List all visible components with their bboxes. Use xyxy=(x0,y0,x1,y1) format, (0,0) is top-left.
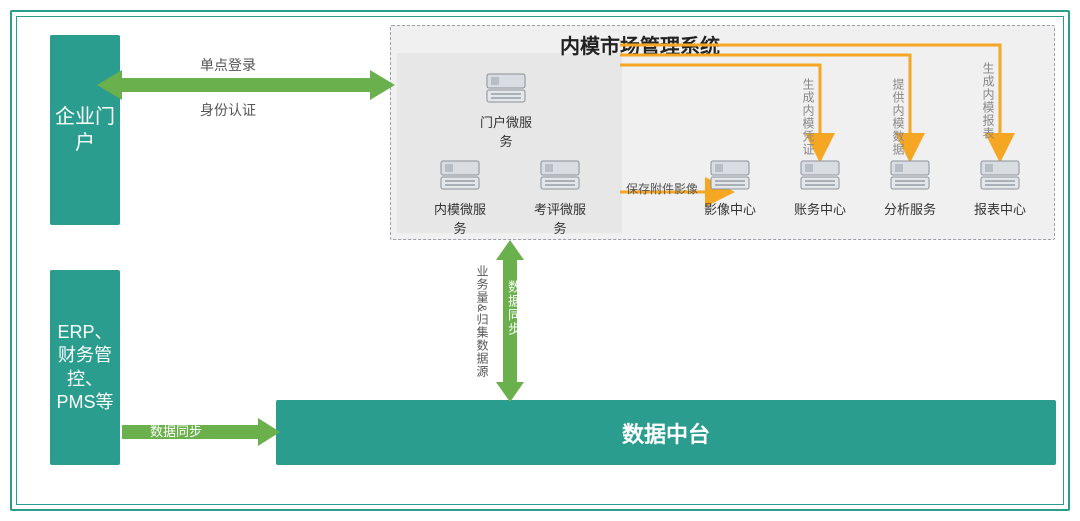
erp-label: ERP、财务管控、PMS等 xyxy=(50,321,120,415)
portal-label: 企业门户 xyxy=(50,104,120,156)
label-auth: 身份认证 xyxy=(200,100,256,120)
data-platform-box: 数据中台 xyxy=(276,400,1056,465)
server-内模微服务: 内模微服务 xyxy=(430,155,490,237)
label-provide-data: 提供内模数据 xyxy=(890,78,907,156)
label-gen-voucher: 生成内模凭证 xyxy=(800,78,817,156)
server-影像中心: 影像中心 xyxy=(700,155,760,218)
data-platform-label: 数据中台 xyxy=(622,417,710,449)
server-报表中心: 报表中心 xyxy=(970,155,1030,218)
label-gen-report: 生成内模报表 xyxy=(980,62,997,140)
label-sso: 单点登录 xyxy=(200,55,256,75)
label-bizsource: 业务量&归集数据源 xyxy=(474,265,491,378)
label-save-image: 保存附件影像 xyxy=(626,180,698,197)
erp-box: ERP、财务管控、PMS等 xyxy=(50,270,120,465)
server-门户微服务: 门户微服务 xyxy=(476,68,536,150)
service-panel-title: 内模市场管理系统 xyxy=(560,30,720,59)
server-分析服务: 分析服务 xyxy=(880,155,940,218)
portal-box: 企业门户 xyxy=(50,35,120,225)
diagram-canvas: 企业门户 ERP、财务管控、PMS等 数据中台 内模市场管理系统 数据同步 xyxy=(0,0,1080,521)
label-datasync-v: 数据同步 xyxy=(504,280,523,336)
server-考评微服务: 考评微服务 xyxy=(530,155,590,237)
server-账务中心: 账务中心 xyxy=(790,155,850,218)
